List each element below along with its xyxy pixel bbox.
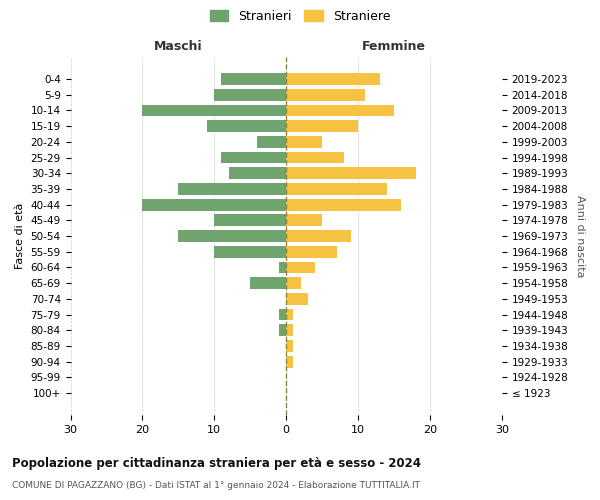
Bar xyxy=(286,104,394,117)
Bar xyxy=(286,230,351,242)
Bar xyxy=(286,168,416,179)
Bar xyxy=(286,324,293,336)
Bar xyxy=(257,136,286,147)
Bar xyxy=(286,199,401,210)
Text: Maschi: Maschi xyxy=(154,40,203,54)
Bar xyxy=(279,308,286,320)
Text: COMUNE DI PAGAZZANO (BG) - Dati ISTAT al 1° gennaio 2024 - Elaborazione TUTTITAL: COMUNE DI PAGAZZANO (BG) - Dati ISTAT al… xyxy=(12,481,420,490)
Y-axis label: Fasce di età: Fasce di età xyxy=(15,203,25,270)
Text: Femmine: Femmine xyxy=(362,40,426,54)
Bar xyxy=(286,246,337,258)
Bar xyxy=(286,214,322,226)
Bar xyxy=(286,73,380,85)
Bar xyxy=(229,168,286,179)
Bar xyxy=(250,278,286,289)
Bar xyxy=(142,199,286,210)
Bar xyxy=(279,262,286,274)
Bar xyxy=(178,230,286,242)
Bar xyxy=(286,183,387,195)
Bar xyxy=(214,214,286,226)
Bar xyxy=(286,356,293,368)
Bar xyxy=(279,324,286,336)
Bar xyxy=(286,262,315,274)
Bar xyxy=(221,152,286,164)
Bar xyxy=(178,183,286,195)
Bar xyxy=(221,73,286,85)
Legend: Stranieri, Straniere: Stranieri, Straniere xyxy=(206,6,394,26)
Bar xyxy=(286,89,365,101)
Bar xyxy=(286,308,293,320)
Bar xyxy=(286,340,293,352)
Bar xyxy=(286,278,301,289)
Bar xyxy=(214,89,286,101)
Bar xyxy=(286,293,308,305)
Text: Popolazione per cittadinanza straniera per età e sesso - 2024: Popolazione per cittadinanza straniera p… xyxy=(12,458,421,470)
Bar xyxy=(286,152,344,164)
Bar xyxy=(207,120,286,132)
Bar xyxy=(214,246,286,258)
Y-axis label: Anni di nascita: Anni di nascita xyxy=(575,195,585,278)
Bar xyxy=(286,136,322,147)
Bar xyxy=(286,120,358,132)
Bar xyxy=(142,104,286,117)
